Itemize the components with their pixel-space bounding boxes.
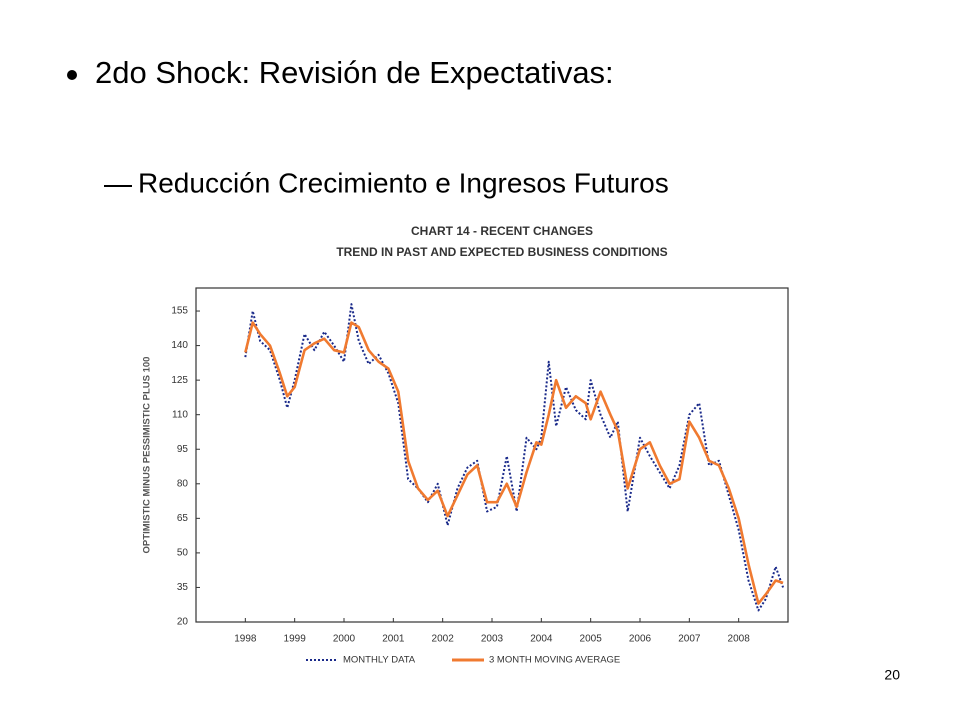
x-tick-label: 2006 bbox=[629, 634, 652, 645]
sub-bullet-text: Reducción Crecimiento e Ingresos Futuros bbox=[138, 167, 669, 198]
bullet-text: 2do Shock: Revisión de Expectativas: bbox=[95, 55, 614, 90]
y-tick-label: 140 bbox=[171, 340, 188, 351]
x-tick-label: 1999 bbox=[284, 634, 307, 645]
x-tick-label: 2007 bbox=[678, 634, 701, 645]
page-number: 20 bbox=[884, 667, 900, 683]
y-tick-label: 125 bbox=[171, 375, 188, 386]
y-tick-label: 50 bbox=[177, 548, 189, 559]
legend-label: 3 MONTH MOVING AVERAGE bbox=[489, 655, 620, 666]
chart-subtitle: TREND IN PAST AND EXPECTED BUSINESS COND… bbox=[336, 245, 667, 259]
y-tick-label: 20 bbox=[177, 617, 189, 628]
x-tick-label: 1998 bbox=[234, 634, 257, 645]
x-tick-label: 2001 bbox=[382, 634, 405, 645]
series-line bbox=[244, 303, 785, 612]
x-tick-label: 2000 bbox=[333, 634, 356, 645]
legend-label: MONTHLY DATA bbox=[343, 655, 416, 666]
y-tick-label: 95 bbox=[177, 444, 189, 455]
bullet-dot bbox=[67, 70, 77, 80]
x-tick-label: 2004 bbox=[530, 634, 553, 645]
x-tick-label: 2008 bbox=[728, 634, 751, 645]
y-tick-label: 155 bbox=[171, 306, 188, 317]
y-tick-label: 110 bbox=[172, 409, 188, 420]
x-tick-label: 2005 bbox=[580, 634, 603, 645]
chart-title: CHART 14 - RECENT CHANGES bbox=[411, 224, 593, 238]
y-axis-label: OPTIMISTIC MINUS PESSIMISTIC PLUS 100 bbox=[142, 357, 153, 554]
x-tick-label: 2002 bbox=[432, 634, 455, 645]
y-tick-label: 65 bbox=[177, 513, 189, 524]
y-tick-label: 80 bbox=[177, 478, 189, 489]
series-line bbox=[244, 321, 784, 605]
y-tick-label: 35 bbox=[177, 582, 189, 593]
x-tick-label: 2003 bbox=[481, 634, 504, 645]
